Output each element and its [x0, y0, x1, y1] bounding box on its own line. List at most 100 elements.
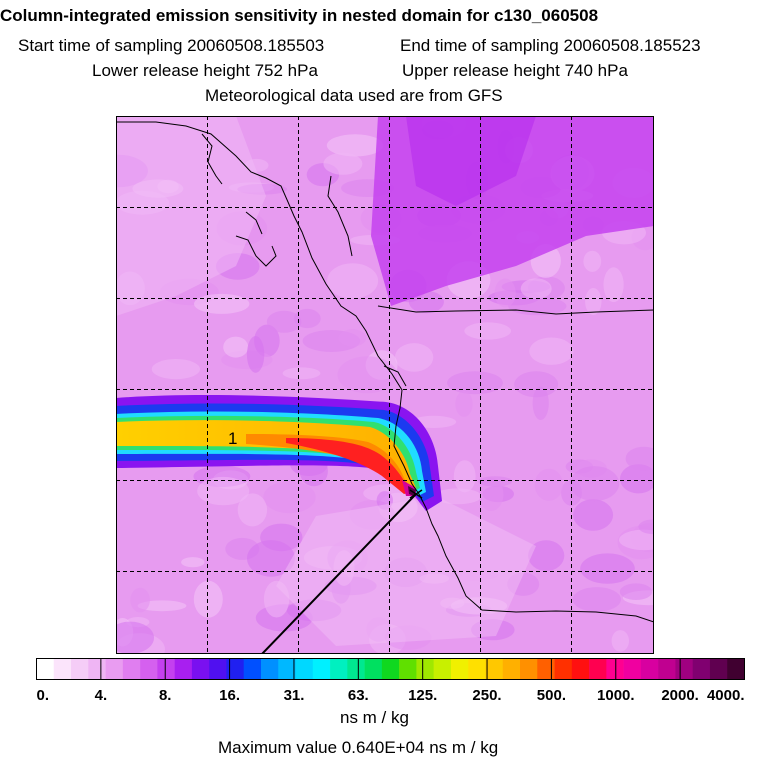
colorbar-cell: [589, 658, 607, 680]
texture-patch: [323, 152, 363, 175]
colorbar-cell: [571, 658, 590, 680]
colorbar-tick-label: 4000.: [707, 687, 745, 704]
texture-patch: [620, 464, 654, 494]
texture-patch: [394, 343, 434, 372]
colorbar-tick-label: 125.: [408, 687, 437, 704]
texture-patch: [237, 493, 268, 527]
colorbar-units: ns m / kg: [340, 708, 409, 727]
colorbar-tick-label: 8.: [159, 687, 172, 704]
end-time-line: End time of sampling 20060508.185523: [400, 36, 701, 56]
colorbar-cell: [658, 658, 676, 680]
texture-patch: [528, 540, 565, 571]
colorbar-cell: [554, 658, 573, 680]
release-marker: [409, 489, 423, 499]
texture-patch: [585, 288, 602, 315]
texture-patch: [137, 600, 187, 612]
colorbar-cell: [537, 658, 555, 680]
map-frame: [116, 116, 654, 654]
colorbar-cell: [174, 658, 193, 680]
colorbar-tick-label: 63.: [348, 687, 369, 704]
colorbar-cell: [140, 658, 158, 680]
colorbar-cell: [347, 658, 365, 680]
colorbar-cell: [640, 658, 659, 680]
texture-patch: [447, 371, 503, 395]
texture-patch: [603, 267, 624, 303]
end-time-label: End time of sampling: [400, 36, 559, 55]
texture-patch: [263, 481, 316, 514]
colorbar-cell: [468, 658, 486, 680]
colorbar-cell: [260, 658, 279, 680]
texture-patch: [611, 630, 629, 652]
texture-patch: [455, 391, 473, 417]
texture-patch: [266, 310, 302, 333]
texture-patch: [246, 336, 265, 373]
high-sensitivity-region-inner: [406, 116, 536, 206]
texture-patch: [529, 337, 574, 365]
texture-patch: [453, 460, 476, 493]
texture-patch: [181, 557, 205, 568]
texture-patch: [326, 134, 384, 157]
texture-patch: [193, 580, 223, 618]
texture-patch: [337, 356, 398, 394]
colorbar-cell: [36, 658, 55, 680]
upper-release-value: 740 hPa: [564, 61, 628, 80]
colorbar-frame: [36, 658, 745, 680]
colorbar-cell: [623, 658, 642, 680]
maximum-value-number: 0.640E+04 ns m / kg: [341, 738, 499, 757]
colorbar-cell: [88, 658, 106, 680]
texture-patch: [197, 476, 250, 506]
colorbar-cell: [157, 658, 175, 680]
texture-patch: [247, 540, 295, 577]
texture-patch: [580, 553, 635, 584]
light-region-west: [116, 116, 266, 316]
colorbar-tick-label: 0.: [37, 687, 50, 704]
colorbar-cell: [727, 658, 745, 680]
texture-patch: [619, 583, 653, 600]
upper-release-label: Upper release height: [402, 61, 560, 80]
plume-red-core: [286, 438, 412, 494]
colorbar-cell: [209, 658, 227, 680]
texture-patch: [151, 359, 200, 380]
chart-title: Column-integrated emission sensitivity i…: [0, 6, 599, 25]
colorbar-cell: [312, 658, 331, 680]
start-time-label: Start time of sampling: [18, 36, 183, 55]
colorbar-cell: [450, 658, 469, 680]
plume-orange: [246, 434, 412, 493]
lower-release-label: Lower release height: [92, 61, 250, 80]
texture-patch: [464, 322, 512, 340]
colorbar-cell: [502, 658, 521, 680]
texture-patch: [532, 386, 549, 421]
texture-patch: [625, 446, 654, 471]
colorbar-cell: [692, 658, 711, 680]
trajectory-line: [261, 493, 417, 654]
texture-patch: [534, 468, 564, 501]
texture-patch: [130, 587, 150, 613]
start-time-value: 20060508.185503: [187, 36, 325, 55]
end-time-value: 20060508.185523: [563, 36, 701, 55]
coastlines: [116, 121, 654, 623]
texture-patch: [573, 499, 614, 531]
texture-patch: [583, 250, 602, 272]
texture-patch: [282, 367, 321, 380]
meteorological-data-note: Meteorological data used are from GFS: [205, 86, 503, 105]
map-grid: [116, 116, 654, 654]
colorbar-cell: [399, 658, 417, 680]
colorbar-cell: [485, 658, 504, 680]
plume-label: 1: [228, 429, 237, 448]
lower-release-value: 752 hPa: [254, 61, 318, 80]
texture-patch: [520, 278, 552, 300]
colorbar-cell: [330, 658, 348, 680]
colorbar-tick-label: 250.: [472, 687, 501, 704]
texture-patch: [223, 336, 249, 358]
colorbar: 0. 4. 8. 16. 31. 63. 125. 250. 500. 1000. 2000. 400…: [36, 658, 745, 704]
colorbar-cell: [433, 658, 452, 680]
colorbar-tick-label: 1000.: [597, 687, 635, 704]
texture-patch: [619, 529, 654, 551]
colorbar-cell: [243, 658, 262, 680]
colorbar-cell: [364, 658, 383, 680]
colorbar-cell: [105, 658, 124, 680]
maximum-value-label: Maximum value: [218, 738, 338, 757]
texture-patch: [572, 587, 621, 612]
colorbar-cell: [278, 658, 296, 680]
texture-patch: [338, 329, 367, 347]
